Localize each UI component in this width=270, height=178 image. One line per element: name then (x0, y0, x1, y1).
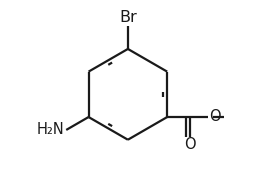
Text: Br: Br (119, 10, 137, 25)
Text: H₂N: H₂N (37, 122, 65, 137)
Text: O: O (209, 109, 221, 124)
Text: O: O (184, 137, 196, 152)
